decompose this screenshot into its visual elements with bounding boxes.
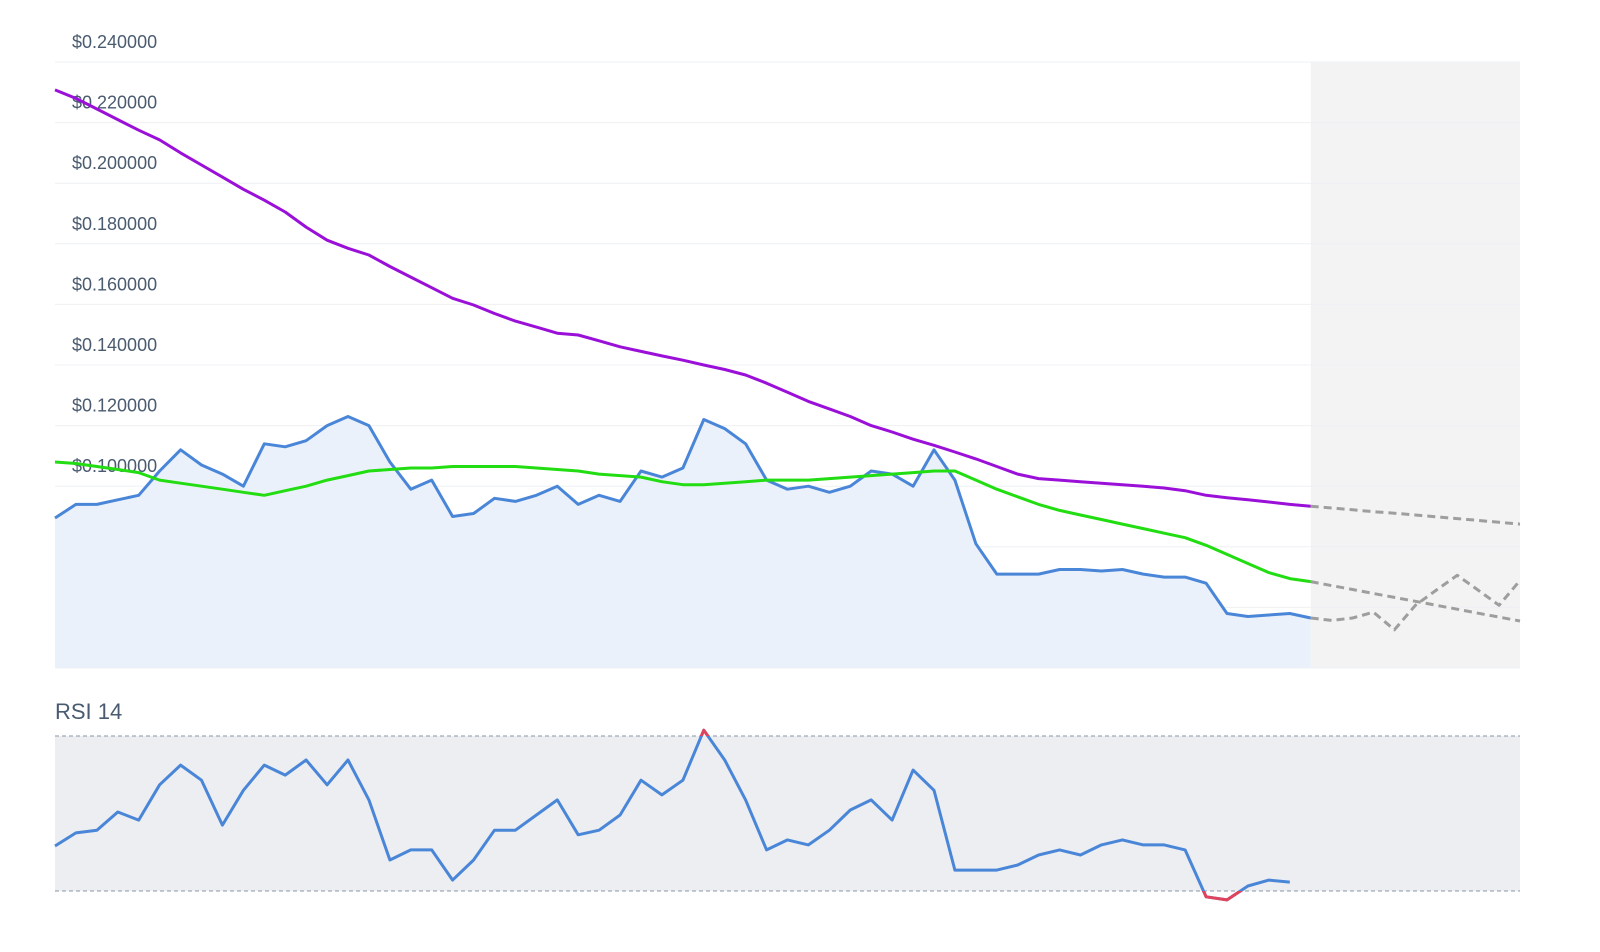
y-tick-label: $0.140000 [72, 335, 157, 355]
y-tick-label: $0.240000 [72, 32, 157, 52]
y-tick-label: $0.120000 [72, 396, 157, 416]
y-tick-label: $0.200000 [72, 153, 157, 173]
rsi-title: RSI 14 [55, 699, 122, 724]
chart: $0.240000$0.220000$0.200000$0.180000$0.1… [0, 0, 1600, 952]
rsi-band [55, 736, 1520, 891]
series-line [55, 90, 1311, 506]
price-area [55, 417, 1311, 669]
y-tick-label: $0.180000 [72, 214, 157, 234]
page: {"chart_data": [ {"type": "line", "ylim"… [0, 0, 1600, 952]
y-tick-label: $0.160000 [72, 274, 157, 294]
